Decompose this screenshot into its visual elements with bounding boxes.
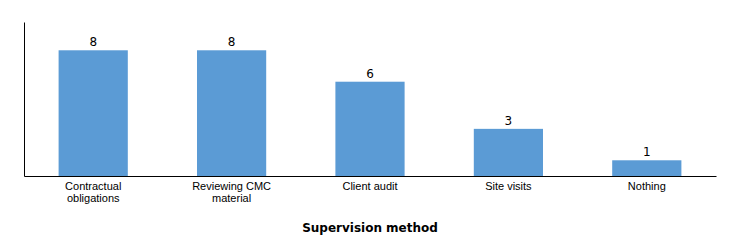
- bar: [59, 50, 128, 176]
- data-label: 3: [505, 114, 513, 128]
- x-axis: Contractualobligations Reviewing CMCmater…: [25, 176, 717, 204]
- bar: [197, 50, 266, 176]
- y-axis: [24, 23, 25, 177]
- bar: [335, 82, 404, 176]
- x-tick-label: Contractualobligations: [65, 180, 121, 205]
- x-tick-label-line: Client audit: [342, 180, 397, 192]
- x-tick-label-line: Nothing: [628, 180, 666, 192]
- x-tick-label: Nothing: [628, 180, 666, 192]
- data-label: 8: [228, 35, 236, 49]
- x-tick: Site visits: [485, 176, 532, 192]
- bar: [612, 160, 681, 176]
- x-tick-label-line: Reviewing CMC: [192, 180, 271, 192]
- x-tick-label: Reviewing CMCmaterial: [192, 180, 271, 205]
- bars: [59, 50, 682, 176]
- x-tick-label-line: material: [212, 192, 251, 204]
- data-labels: 8 8 6 3 1: [89, 35, 650, 159]
- chart: Contractualobligations Reviewing CMCmater…: [0, 0, 732, 240]
- x-tick-label-line: Site visits: [485, 180, 532, 192]
- x-axis-title: Supervision method: [302, 221, 438, 235]
- data-label: 1: [643, 145, 651, 159]
- x-tick: Client audit: [342, 176, 397, 192]
- x-tick: Contractualobligations: [65, 176, 121, 204]
- x-tick-label: Client audit: [342, 180, 397, 192]
- x-tick-label-line: obligations: [67, 192, 120, 204]
- data-label: 6: [366, 67, 374, 81]
- x-tick-label: Site visits: [485, 180, 532, 192]
- plot: Contractualobligations Reviewing CMCmater…: [25, 23, 717, 205]
- x-axis-line: [25, 176, 717, 177]
- x-tick-label-line: Contractual: [65, 180, 121, 192]
- y-axis-line: [24, 23, 25, 177]
- bar: [474, 129, 543, 176]
- x-tick: Nothing: [628, 176, 666, 192]
- x-tick: Reviewing CMCmaterial: [192, 176, 271, 204]
- data-label: 8: [89, 35, 97, 49]
